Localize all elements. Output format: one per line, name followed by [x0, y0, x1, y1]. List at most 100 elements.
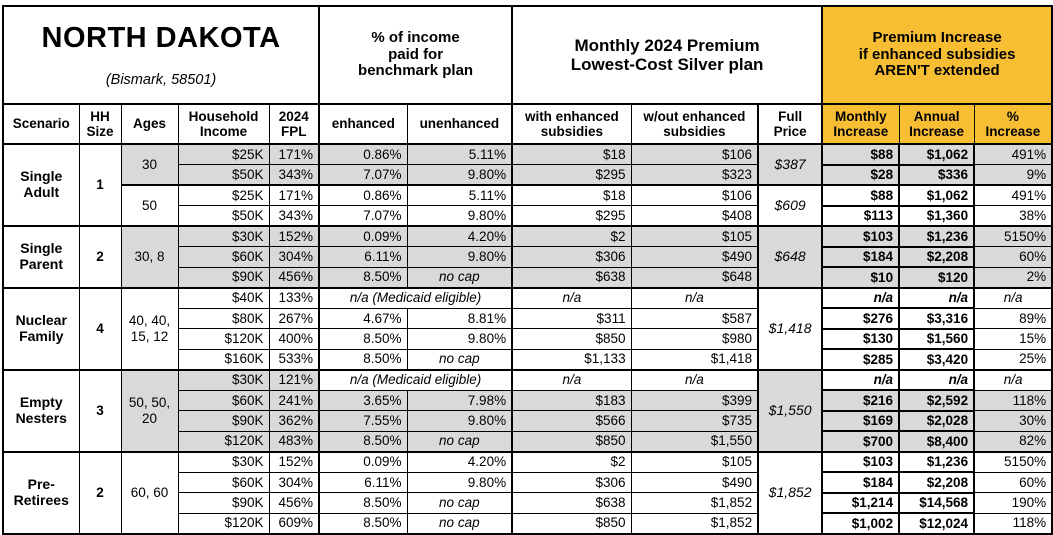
premium-table: NORTH DAKOTA (Bismark, 58501) % of incom… [2, 5, 1053, 535]
income: $120K [177, 512, 270, 535]
pct-increase: 118% [973, 512, 1053, 535]
annual-increase: $1,062 [898, 143, 976, 166]
premium-with-subsidies: $1,133 [511, 348, 632, 371]
premium-with-subsidies: $311 [511, 307, 632, 330]
premium-without-subsidies: $980 [630, 328, 759, 350]
premium-with-subsidies: $2 [511, 450, 632, 473]
premium-with-subsidies: n/a [511, 368, 632, 391]
income: $30K [177, 368, 270, 391]
fpl-percent: 121% [268, 368, 320, 391]
premium-with-subsidies: $850 [511, 430, 632, 453]
pct-increase: 82% [973, 430, 1053, 453]
unenhanced-pct: 9.80% [406, 410, 513, 432]
col-scenario: Scenario [2, 103, 80, 146]
col-full-price: Full Price [757, 103, 823, 146]
monthly-increase: $28 [821, 163, 901, 187]
annual-increase: $8,400 [898, 430, 976, 453]
monthly-increase: n/a [821, 368, 901, 392]
enhanced-pct: 8.50% [318, 492, 408, 514]
pct-increase: 60% [973, 471, 1053, 494]
enhanced-pct: 0.09% [318, 450, 408, 473]
monthly-increase: n/a [821, 286, 901, 310]
income: $90K [177, 266, 270, 289]
fpl-percent: 171% [268, 184, 320, 207]
monthly-increase: $113 [821, 204, 901, 228]
unenhanced-pct: no cap [406, 266, 513, 289]
premium-without-subsidies: $105 [630, 225, 759, 248]
premium-without-subsidies: $1,550 [630, 430, 759, 453]
premium-with-subsidies: $850 [511, 512, 632, 535]
monthly-increase: $216 [821, 389, 901, 412]
premium-without-subsidies: $490 [630, 246, 759, 268]
medicaid-note: n/a (Medicaid eligible) [318, 368, 513, 391]
enhanced-pct: 8.50% [318, 328, 408, 350]
premium-without-subsidies: $408 [630, 205, 759, 227]
monthly-increase: $276 [821, 307, 901, 330]
income: $160K [177, 348, 270, 371]
fpl-percent: 343% [268, 164, 320, 186]
income: $25K [177, 143, 270, 166]
ages: 60, 60 [120, 450, 179, 535]
state-title: NORTH DAKOTA [41, 22, 281, 55]
pct-increase: 15% [973, 328, 1053, 350]
fpl-percent: 171% [268, 143, 320, 166]
enhanced-pct: 7.07% [318, 164, 408, 186]
unenhanced-pct: 9.80% [406, 246, 513, 268]
col-unenhanced: unenhanced [406, 103, 513, 146]
fpl-percent: 483% [268, 430, 320, 453]
scenario-name: Nuclear Family [2, 286, 80, 371]
annual-increase: $1,236 [898, 225, 976, 248]
pct-increase: 2% [973, 266, 1053, 289]
pct-increase: 491% [973, 184, 1053, 207]
monthly-increase: $103 [821, 450, 901, 474]
enhanced-pct: 6.11% [318, 246, 408, 268]
fpl-percent: 456% [268, 492, 320, 514]
hh-size: 3 [78, 368, 122, 453]
income: $90K [177, 492, 270, 514]
annual-increase: $1,236 [898, 450, 976, 474]
unenhanced-pct: 4.20% [406, 450, 513, 473]
annual-increase: $120 [898, 266, 976, 289]
premium-with-subsidies: $638 [511, 266, 632, 289]
hh-size: 4 [78, 286, 122, 371]
unenhanced-pct: 4.20% [406, 225, 513, 248]
premium-without-subsidies: $323 [630, 164, 759, 186]
fpl-percent: 343% [268, 205, 320, 227]
fpl-percent: 241% [268, 389, 320, 412]
pct-increase: 60% [973, 246, 1053, 268]
full-price: $609 [757, 184, 824, 227]
pct-increase: 118% [973, 389, 1053, 412]
annual-increase: $1,360 [898, 204, 976, 228]
unenhanced-pct: 9.80% [406, 164, 513, 186]
premium-with-subsidies: n/a [511, 286, 632, 309]
enhanced-pct: 4.67% [318, 307, 408, 330]
annual-increase: $336 [898, 163, 976, 187]
hh-size: 2 [78, 225, 122, 289]
unenhanced-pct: 7.98% [406, 389, 513, 412]
pct-increase: 5150% [973, 450, 1053, 473]
premium-with-subsidies: $18 [511, 143, 632, 166]
premium-with-subsidies: $183 [511, 389, 632, 412]
premium-without-subsidies: $1,852 [630, 512, 759, 535]
premium-without-subsidies: $735 [630, 410, 759, 432]
enhanced-pct: 0.86% [318, 184, 408, 207]
fpl-percent: 456% [268, 266, 320, 289]
income: $40K [177, 286, 270, 309]
unenhanced-pct: 8.81% [406, 307, 513, 330]
col-enhanced: enhanced [318, 103, 408, 146]
benchmark-group-header: % of income paid for benchmark plan [318, 5, 513, 106]
income: $120K [177, 328, 270, 350]
fpl-percent: 152% [268, 225, 320, 248]
unenhanced-pct: 9.80% [406, 205, 513, 227]
medicaid-note: n/a (Medicaid eligible) [318, 286, 513, 309]
monthly-increase: $88 [821, 143, 901, 166]
enhanced-pct: 0.86% [318, 143, 408, 166]
fpl-percent: 400% [268, 328, 320, 350]
ages: 40, 40, 15, 12 [120, 286, 179, 371]
premium-without-subsidies: $1,852 [630, 492, 759, 514]
premium-without-subsidies: $106 [630, 143, 759, 166]
premium-without-subsidies: $105 [630, 450, 759, 473]
pct-increase: n/a [973, 368, 1053, 391]
col-with-subsidies: with enhanced subsidies [511, 103, 632, 146]
enhanced-pct: 8.50% [318, 348, 408, 371]
